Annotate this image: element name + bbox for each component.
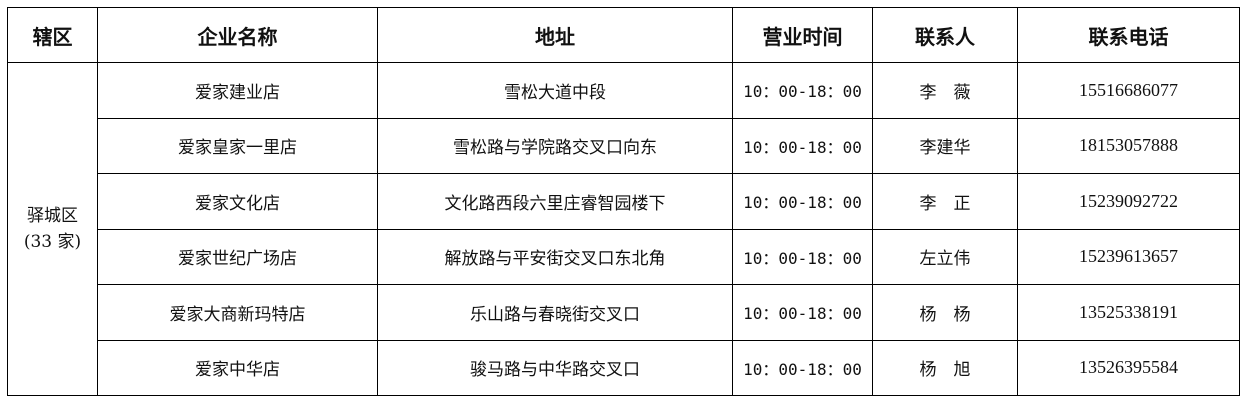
phone-number: 13525338191 [1017,284,1240,341]
contact-person: 左立伟 [872,228,1018,285]
header-row: 辖区 企业名称 地址 营业时间 联系人 联系电话 [7,7,1240,63]
company-name: 爱家中华店 [97,339,378,396]
company-name: 爱家皇家一里店 [97,117,378,174]
business-hours: 10：00-18：00 [732,117,873,174]
phone-number: 18153057888 [1017,117,1240,174]
contact-person: 李建华 [872,117,1018,174]
table-row: 爱家文化店 文化路西段六里庄睿智园楼下 10：00-18：00 李 正 1523… [8,173,1240,230]
table-row: 爱家大商新玛特店 乐山路与春晓街交叉口 10：00-18：00 杨 杨 1352… [8,284,1240,341]
address: 乐山路与春晓街交叉口 [377,284,733,341]
table-row: 爱家皇家一里店 雪松路与学院路交叉口向东 10：00-18：00 李建华 181… [8,117,1240,174]
phone-number: 15516686077 [1017,62,1240,119]
contact-person: 李 正 [872,173,1018,230]
table-row: 爱家中华店 骏马路与中华路交叉口 10：00-18：00 杨 旭 1352639… [8,339,1240,396]
district-count: (33 家) [23,232,82,252]
company-name: 爱家大商新玛特店 [97,284,378,341]
store-table: 辖区 企业名称 地址 营业时间 联系人 联系电话 驿城区 (33 家) 爱家建业… [7,7,1240,396]
header-phone: 联系电话 [1017,7,1240,63]
address: 文化路西段六里庄睿智园楼下 [377,173,733,230]
address: 雪松路与学院路交叉口向东 [377,117,733,174]
business-hours: 10：00-18：00 [732,228,873,285]
table-row: 爱家世纪广场店 解放路与平安街交叉口东北角 10：00-18：00 左立伟 15… [8,228,1240,285]
address: 雪松大道中段 [377,62,733,119]
header-district: 辖区 [7,7,98,63]
header-company-name: 企业名称 [97,7,378,63]
contact-person: 李 薇 [872,62,1018,119]
company-name: 爱家文化店 [97,173,378,230]
contact-person: 杨 杨 [872,284,1018,341]
district-cell: 驿城区 (33 家) [7,62,98,396]
header-address: 地址 [377,7,733,63]
business-hours: 10：00-18：00 [732,284,873,341]
table-row: 驿城区 (33 家) 爱家建业店 雪松大道中段 10：00-18：00 李 薇 … [7,62,1240,396]
company-name: 爱家世纪广场店 [97,228,378,285]
business-hours: 10：00-18：00 [732,62,873,119]
header-business-hours: 营业时间 [732,7,873,63]
district-name: 驿城区 [27,206,78,226]
header-contact: 联系人 [872,7,1018,63]
contact-person: 杨 旭 [872,339,1018,396]
address: 骏马路与中华路交叉口 [377,339,733,396]
phone-number: 15239613657 [1017,228,1240,285]
phone-number: 15239092722 [1017,173,1240,230]
address: 解放路与平安街交叉口东北角 [377,228,733,285]
company-name: 爱家建业店 [97,62,378,119]
business-hours: 10：00-18：00 [732,339,873,396]
business-hours: 10：00-18：00 [732,173,873,230]
phone-number: 13526395584 [1017,339,1240,396]
